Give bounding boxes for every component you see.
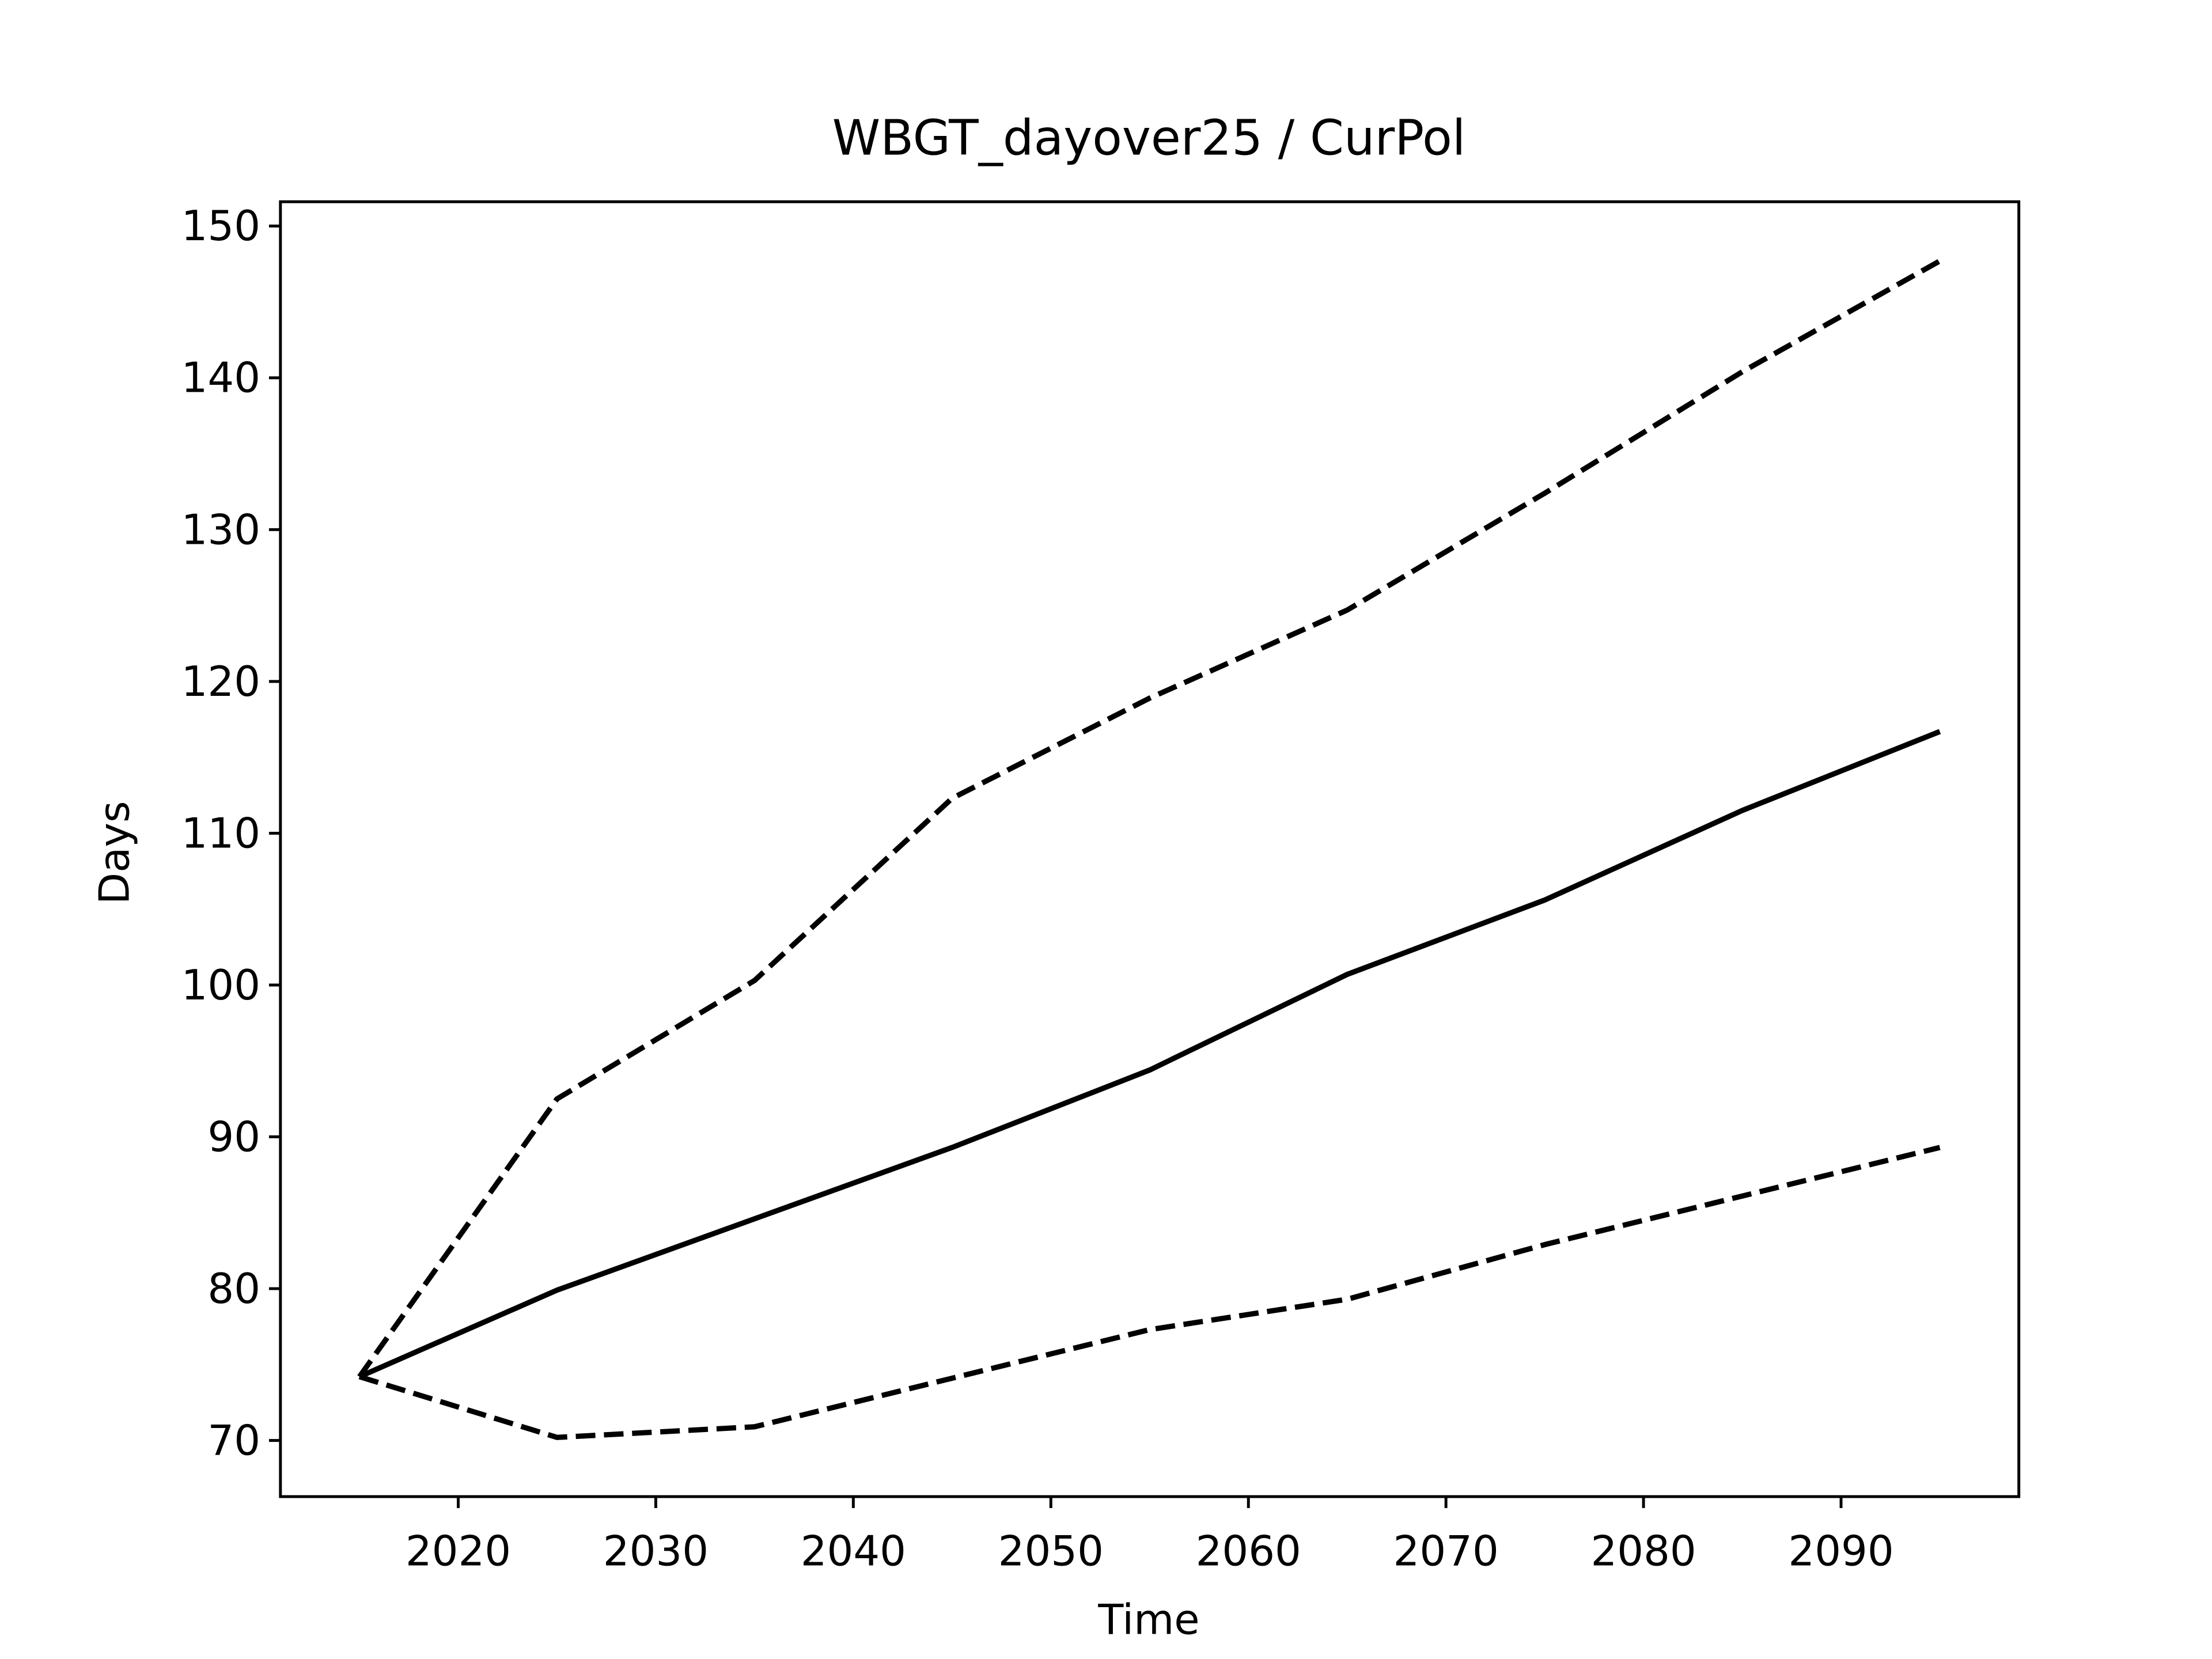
y-tick-label: 80: [207, 1264, 260, 1313]
x-axis-label: Time: [1097, 1596, 1199, 1644]
chart-title: WBGT_dayover25 / CurPol: [832, 109, 1466, 166]
x-tick-label: 2040: [801, 1527, 906, 1575]
data-line: [358, 729, 1941, 1380]
x-tick-label: 2070: [1393, 1527, 1499, 1575]
y-tick-label: 140: [181, 354, 260, 402]
x-tick-label: 2030: [603, 1527, 709, 1575]
x-tick-label: 2020: [406, 1527, 511, 1575]
y-tick-label: 90: [207, 1112, 260, 1161]
plot-frame: [279, 200, 2021, 1498]
y-tick-label: 70: [207, 1416, 260, 1464]
y-tick-label: 150: [181, 202, 260, 250]
x-tick-label: 2080: [1590, 1527, 1696, 1575]
x-tick-label: 2060: [1196, 1527, 1301, 1575]
y-tick-label: 110: [181, 809, 260, 857]
x-tick-label: 2050: [998, 1527, 1104, 1575]
y-tick-label: 130: [181, 505, 260, 554]
data-line: [358, 1145, 1941, 1440]
x-tick-label: 2090: [1788, 1527, 1893, 1575]
y-tick-label: 100: [181, 961, 260, 1009]
y-tick-label: 120: [181, 657, 260, 706]
data-line: [357, 258, 1941, 1378]
y-axis-label: Days: [90, 801, 139, 904]
